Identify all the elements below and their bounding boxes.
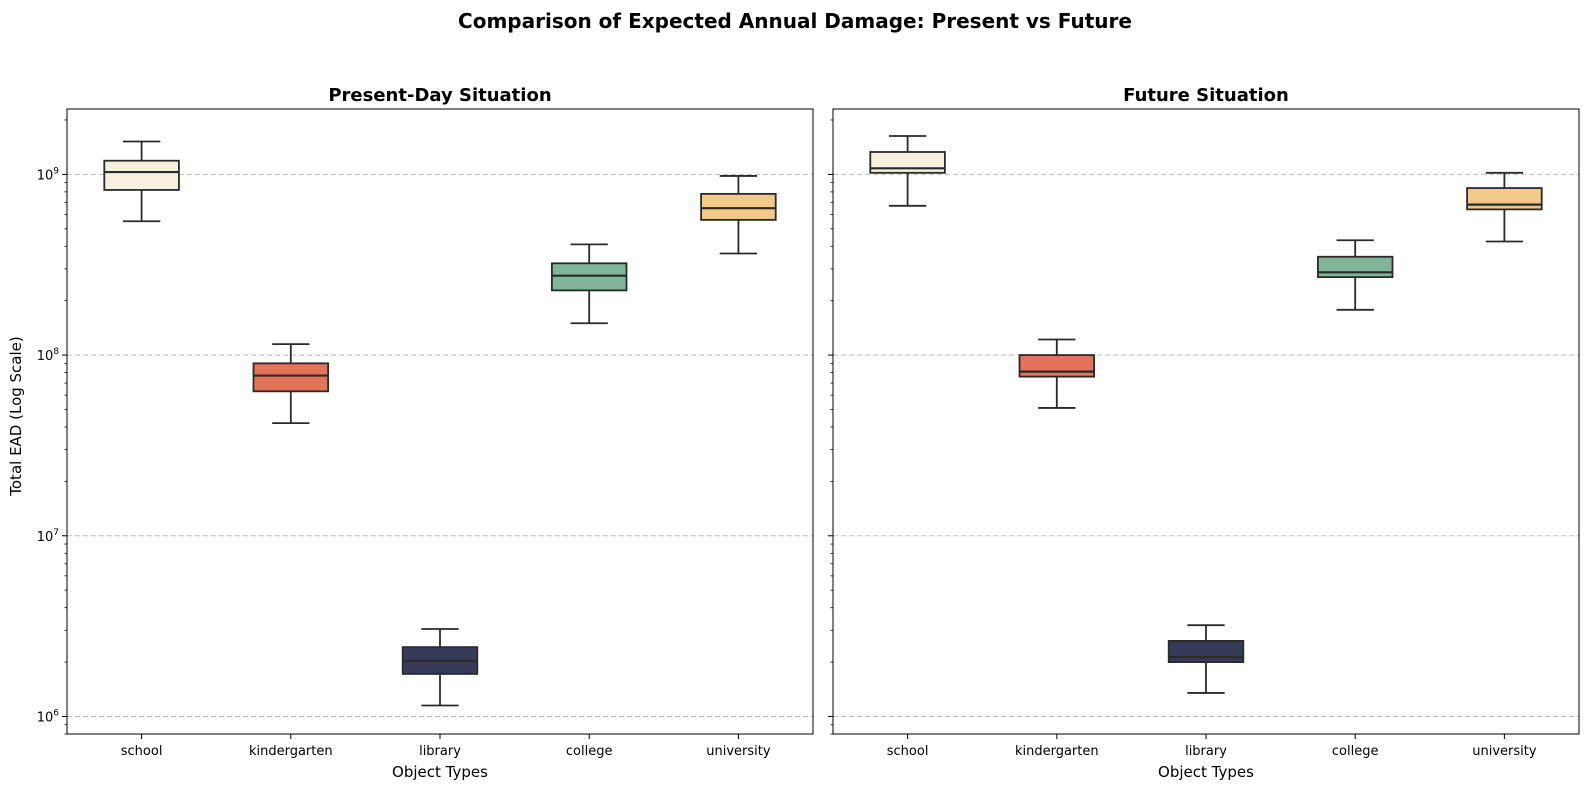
box-body bbox=[700, 192, 777, 221]
y-tick-label: 109 bbox=[37, 166, 60, 183]
panel-title-present: Present-Day Situation bbox=[328, 85, 551, 106]
x-tick-label: kindergarten bbox=[249, 744, 333, 759]
panel-title-future: Future Situation bbox=[1123, 85, 1289, 106]
box-school bbox=[869, 135, 946, 207]
x-tick-label: university bbox=[1472, 744, 1537, 759]
x-tick-label: library bbox=[419, 744, 461, 759]
box-body bbox=[1018, 354, 1095, 378]
x-tick-label: school bbox=[121, 744, 163, 759]
box-university bbox=[700, 175, 777, 255]
box-library bbox=[1167, 624, 1245, 694]
box-college bbox=[1317, 239, 1394, 311]
box-kindergarten bbox=[1018, 338, 1095, 409]
box-body bbox=[1317, 255, 1394, 279]
x-tick-label: school bbox=[887, 744, 929, 759]
x-axis-label-present: Object Types bbox=[392, 763, 488, 781]
box-body bbox=[103, 159, 180, 191]
box-college bbox=[551, 243, 628, 325]
x-tick-label: kindergarten bbox=[1015, 744, 1099, 759]
box-school bbox=[103, 140, 180, 223]
box-body bbox=[252, 362, 329, 393]
panel-present: Present-Day Situation Object Types 106 10… bbox=[37, 85, 814, 781]
axes-frame bbox=[66, 108, 814, 735]
box-body bbox=[551, 262, 628, 292]
y-axis-label: Total EAD (Log Scale) bbox=[7, 336, 25, 496]
box-body bbox=[1466, 187, 1543, 211]
box-body bbox=[1167, 639, 1245, 663]
x-tick-label: college bbox=[1332, 744, 1379, 759]
x-tick-label: library bbox=[1185, 744, 1227, 759]
axes-frame bbox=[832, 108, 1580, 735]
x-tick-label: university bbox=[706, 744, 771, 759]
panel-future: Future Situation Object Types school kind… bbox=[828, 85, 1580, 781]
x-tick-label: college bbox=[566, 744, 613, 759]
box-kindergarten bbox=[252, 343, 329, 425]
y-tick-label: 107 bbox=[37, 528, 59, 545]
box-library bbox=[401, 628, 479, 707]
box-body bbox=[869, 151, 946, 174]
y-tick-label: 108 bbox=[37, 347, 60, 364]
figure-title: Comparison of Expected Annual Damage: Pr… bbox=[458, 9, 1132, 33]
x-axis-label-future: Object Types bbox=[1158, 763, 1254, 781]
box-university bbox=[1466, 171, 1543, 243]
y-tick-label: 106 bbox=[37, 708, 60, 725]
